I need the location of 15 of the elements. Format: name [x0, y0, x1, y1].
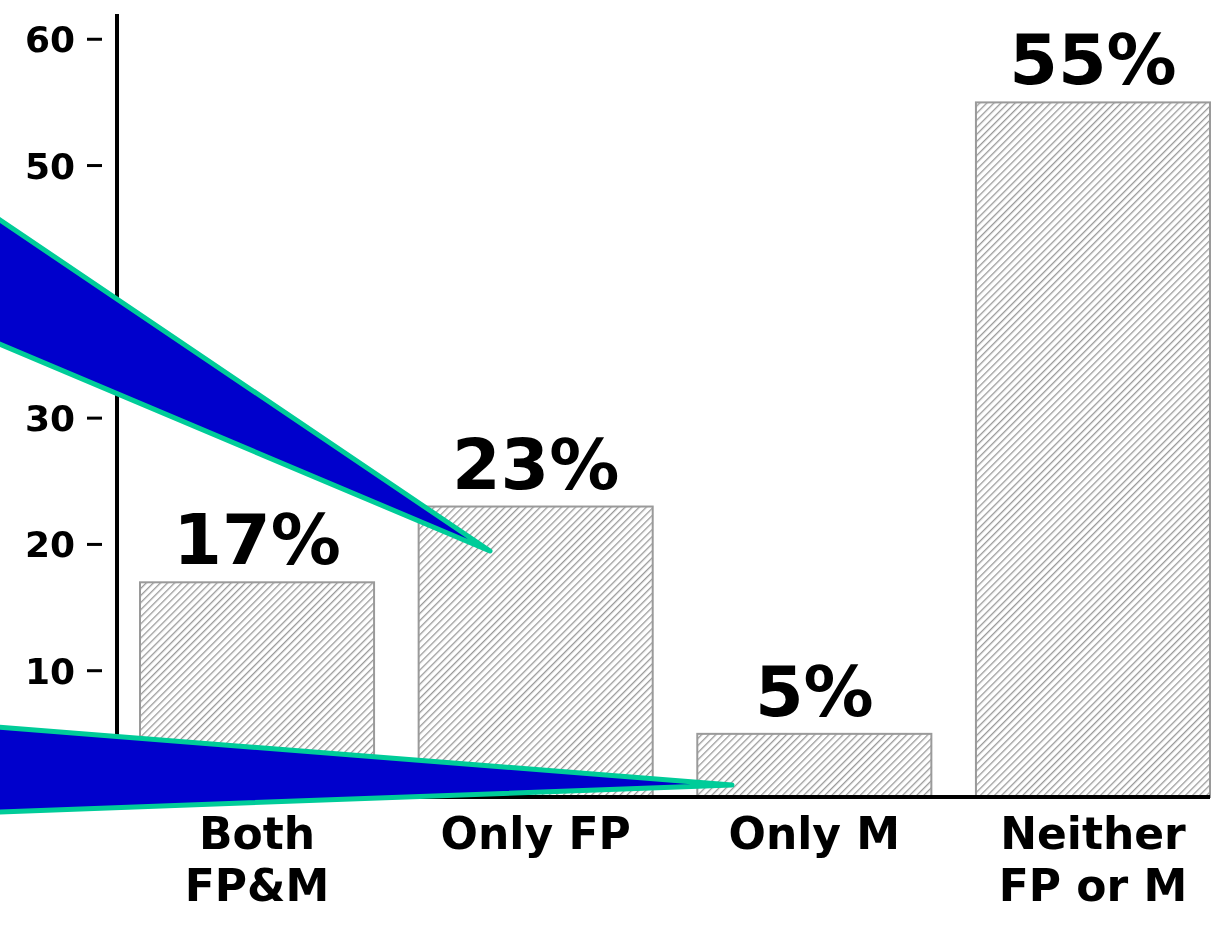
data-label: 17%: [173, 499, 341, 582]
y-tick-label: 50: [24, 145, 75, 187]
bar: [974, 101, 1211, 798]
x-tick-label: Both FP&M: [184, 808, 330, 911]
data-label: 5%: [754, 650, 874, 733]
y-tick-label: 30: [24, 398, 75, 440]
y-tick-label: 20: [24, 524, 75, 566]
data-label: 23%: [451, 423, 620, 506]
bar: [696, 732, 933, 798]
data-label: 55%: [1009, 19, 1177, 102]
x-tick-label: Neither FP or M: [998, 808, 1188, 911]
x-tick-label: Only M: [728, 808, 901, 859]
x-tick-label: Only FP: [440, 808, 631, 859]
y-tick-label: 60: [24, 19, 75, 61]
y-tick-label: 10: [24, 650, 75, 692]
